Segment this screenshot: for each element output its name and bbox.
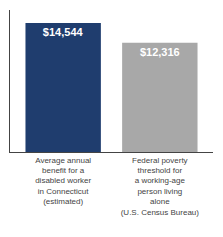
svg-text:Federal povertythreshold fora: Federal povertythreshold fora working-ag… (121, 156, 200, 217)
svg-text:Average annualbenefit for adis: Average annualbenefit for adisabled work… (35, 156, 91, 207)
svg-text:$12,316: $12,316 (140, 46, 180, 58)
svg-text:$14,544: $14,544 (43, 26, 84, 38)
